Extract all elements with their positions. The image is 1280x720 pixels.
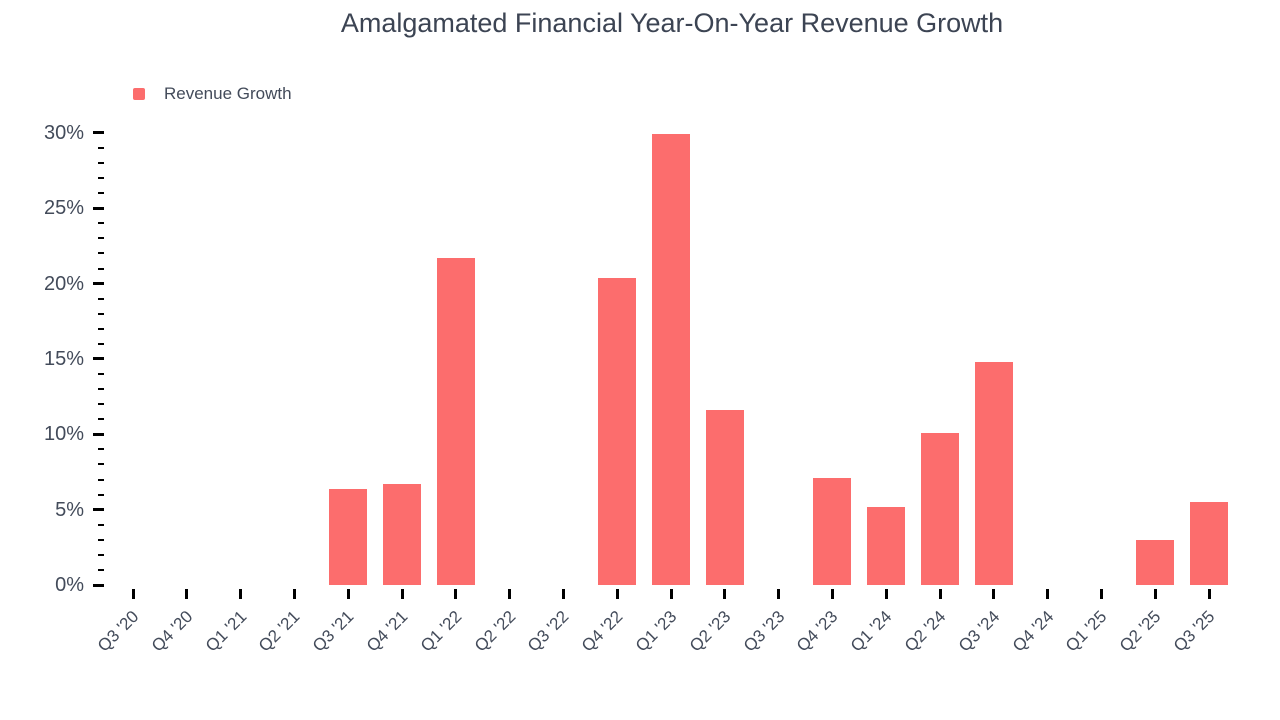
x-axis-tick: [185, 589, 189, 599]
x-axis-tick: [723, 589, 727, 599]
x-axis-tick-label: Q3 '24: [954, 607, 1004, 656]
y-axis-minor-tick: [98, 192, 104, 195]
y-axis-tick-label: 15%: [43, 347, 84, 370]
x-axis-tick-label: Q3 '20: [93, 607, 143, 656]
x-axis-tick-label: Q4 '24: [1008, 607, 1058, 656]
x-axis-tick-label: Q3 '21: [309, 607, 358, 656]
y-axis-minor-tick: [98, 373, 104, 376]
y-axis-minor-tick: [98, 553, 104, 556]
y-axis-minor-tick: [98, 327, 104, 330]
y-axis-major-tick: [93, 583, 104, 587]
y-axis-minor-tick: [98, 478, 104, 481]
y-axis-tick-label: 20%: [43, 272, 84, 295]
x-axis-tick: [615, 589, 619, 599]
x-axis-tick-label: Q1 '21: [201, 607, 251, 656]
x-axis-tick: [454, 589, 458, 599]
bar: [813, 478, 852, 585]
y-axis-minor-tick: [98, 342, 104, 345]
x-axis-tick: [1153, 589, 1157, 599]
x-axis-tick: [884, 589, 888, 599]
y-axis-major-tick: [93, 357, 104, 361]
bar: [598, 277, 637, 585]
y-axis-minor-tick: [98, 523, 104, 526]
bar: [329, 488, 368, 585]
x-axis-tick-label: Q1 '25: [1062, 607, 1111, 656]
x-axis-tick: [508, 589, 512, 599]
y-axis-minor-tick: [98, 297, 104, 300]
x-axis-tick-label: Q2 '21: [255, 607, 304, 656]
y-axis-major-tick: [93, 131, 104, 135]
x-axis-tick: [346, 589, 350, 599]
x-axis-tick-label: Q1 '23: [631, 607, 681, 656]
y-axis-minor-tick: [98, 388, 104, 391]
y-axis-major-tick: [93, 282, 104, 286]
y-axis-minor-tick: [98, 538, 104, 541]
y-axis-minor-tick: [98, 222, 104, 225]
x-axis-tick-label: Q4 '21: [362, 607, 412, 656]
y-axis-minor-tick: [98, 162, 104, 165]
y-axis-tick-label: 0%: [55, 574, 84, 596]
x-axis-tick: [992, 589, 996, 599]
y-axis-minor-tick: [98, 493, 104, 496]
x-axis-tick-label: Q4 '20: [147, 607, 197, 656]
y-axis-major-tick: [93, 508, 104, 512]
x-axis-tick-label: Q3 '25: [1169, 607, 1219, 656]
bar: [705, 410, 744, 585]
x-axis-tick-label: Q1 '22: [416, 607, 466, 656]
y-axis-minor-tick: [98, 177, 104, 180]
y-axis-tick-label: 10%: [43, 423, 84, 446]
y-axis-minor-tick: [98, 463, 104, 466]
x-axis-tick-label: Q2 '22: [470, 607, 520, 656]
x-axis-tick: [292, 589, 296, 599]
bar: [652, 134, 690, 585]
y-axis-minor-tick: [98, 448, 104, 451]
y-axis-tick-label: 5%: [55, 498, 84, 521]
x-axis-tick-label: Q3 '22: [524, 607, 573, 656]
x-axis-tick: [1207, 589, 1211, 599]
x-axis-tick: [400, 589, 404, 599]
bar: [867, 506, 906, 585]
x-axis-tick: [1099, 589, 1103, 599]
bar: [436, 257, 475, 585]
x-axis-tick: [239, 589, 243, 599]
y-axis-minor-tick: [98, 237, 104, 240]
y-axis-minor-tick: [98, 267, 104, 270]
y-axis-minor-tick: [98, 146, 104, 149]
x-axis-tick-label: Q4 '22: [578, 607, 627, 656]
y-axis-tick-label: 30%: [43, 121, 84, 144]
x-axis-tick-label: Q2 '24: [900, 607, 950, 656]
y-axis-major-tick: [93, 206, 104, 210]
y-axis-minor-tick: [98, 568, 104, 571]
y-axis-minor-tick: [98, 418, 104, 421]
y-axis-minor-tick: [98, 403, 104, 406]
bar: [383, 484, 421, 585]
x-axis-tick: [830, 589, 834, 599]
x-axis-tick-label: Q4 '23: [793, 607, 842, 656]
x-axis-tick-label: Q2 '23: [685, 607, 735, 656]
x-axis-tick: [938, 589, 942, 599]
x-axis-tick: [561, 589, 565, 599]
x-axis-tick: [1046, 589, 1050, 599]
x-axis-tick-label: Q2 '25: [1116, 607, 1165, 656]
y-axis-tick-label: 25%: [43, 197, 84, 220]
x-axis-tick: [131, 589, 135, 599]
legend-swatch-icon: [133, 88, 145, 100]
bar: [974, 361, 1013, 585]
y-axis-minor-tick: [98, 312, 104, 315]
chart-title: Amalgamated Financial Year-On-Year Reven…: [340, 8, 1004, 38]
x-axis-tick-label: Q3 '23: [739, 607, 789, 656]
legend-label: Revenue Growth: [164, 84, 292, 103]
bar: [1190, 502, 1228, 585]
y-axis-major-tick: [93, 432, 104, 436]
x-axis-tick: [669, 589, 673, 599]
bar: [921, 432, 959, 585]
y-axis-minor-tick: [98, 252, 104, 255]
x-axis-tick-label: Q1 '24: [847, 607, 896, 656]
legend: Revenue Growth: [133, 84, 292, 104]
x-axis-tick: [777, 589, 781, 599]
bar: [1136, 539, 1175, 585]
